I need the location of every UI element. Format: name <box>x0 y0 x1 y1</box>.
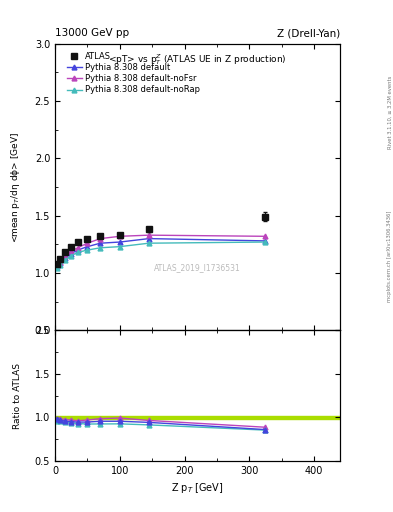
Text: Rivet 3.1.10, ≥ 3.2M events: Rivet 3.1.10, ≥ 3.2M events <box>387 76 392 150</box>
Text: <pT> vs p$_T^Z$ (ATLAS UE in Z production): <pT> vs p$_T^Z$ (ATLAS UE in Z productio… <box>108 52 287 67</box>
Text: 13000 GeV pp: 13000 GeV pp <box>55 28 129 38</box>
Y-axis label: Ratio to ATLAS: Ratio to ATLAS <box>13 362 22 429</box>
Text: Z (Drell-Yan): Z (Drell-Yan) <box>277 28 340 38</box>
X-axis label: Z p$_T$ [GeV]: Z p$_T$ [GeV] <box>171 481 224 495</box>
Bar <box>55 416 340 419</box>
Legend: ATLAS, Pythia 8.308 default, Pythia 8.308 default-noFsr, Pythia 8.308 default-no: ATLAS, Pythia 8.308 default, Pythia 8.30… <box>65 51 202 96</box>
Text: mcplots.cern.ch [arXiv:1306.3436]: mcplots.cern.ch [arXiv:1306.3436] <box>387 210 392 302</box>
Text: ATLAS_2019_I1736531: ATLAS_2019_I1736531 <box>154 263 241 272</box>
Y-axis label: <mean p$_T$/dη dϕ> [GeV]: <mean p$_T$/dη dϕ> [GeV] <box>9 132 22 243</box>
